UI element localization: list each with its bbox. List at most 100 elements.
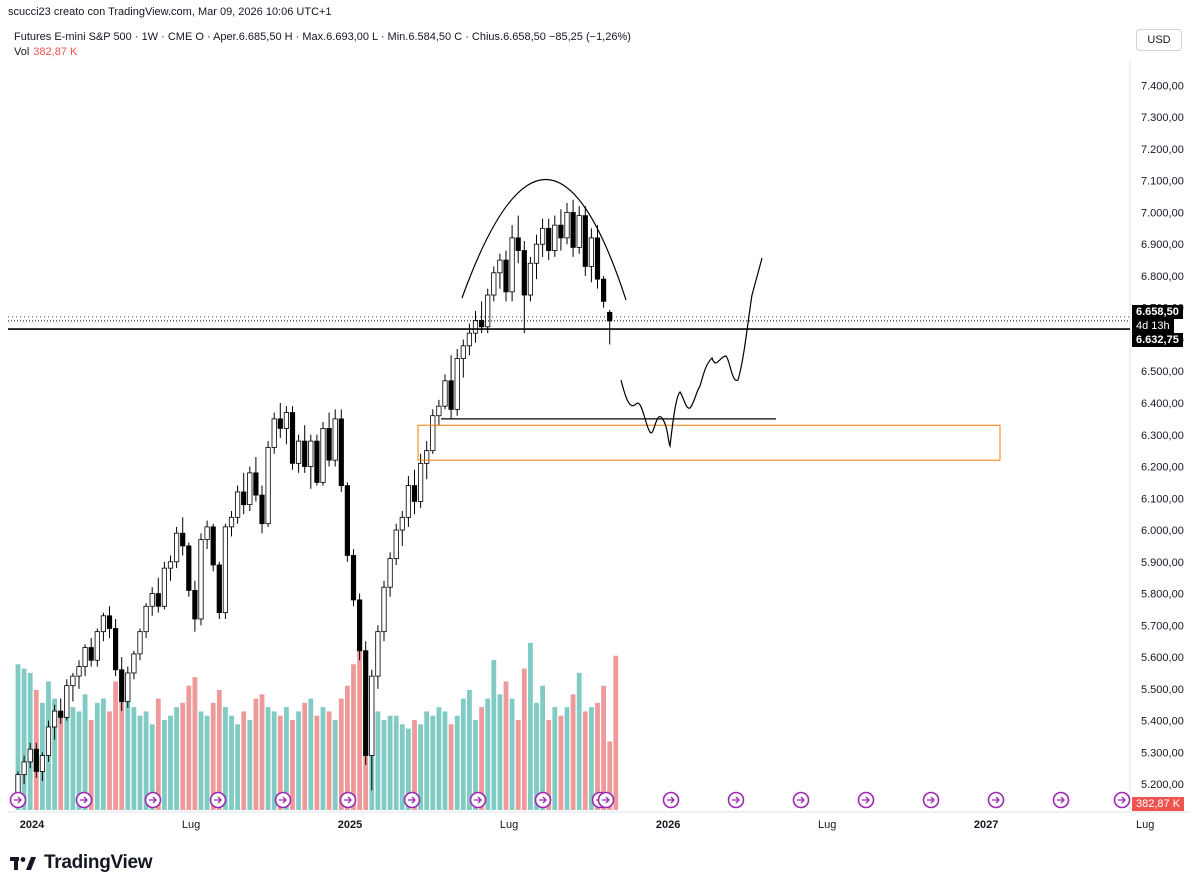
candle-body [582, 215, 588, 267]
volume-bar [375, 711, 381, 810]
candle-body [570, 212, 576, 248]
candle-body [454, 358, 460, 410]
candle-body [588, 237, 595, 267]
candle-body [143, 605, 149, 633]
volume-bar [436, 707, 442, 810]
volume-bar [485, 698, 491, 810]
candle-body [125, 672, 131, 702]
volume-bar [94, 702, 100, 810]
y-tick-label: 5.800,00 [1141, 589, 1184, 601]
candle-body [106, 615, 113, 629]
volume-bar [265, 707, 271, 810]
candle-body [314, 440, 320, 483]
volume-bar [570, 694, 576, 810]
event-arrow-icon [474, 796, 482, 804]
candle-body [64, 685, 70, 718]
currency-button[interactable]: USD [1136, 29, 1182, 51]
volume-bar [216, 690, 222, 810]
candle-body [155, 593, 161, 607]
candle-body [460, 345, 466, 359]
candle-body [113, 628, 119, 671]
event-arrow-icon [14, 796, 22, 804]
candle-body [137, 631, 143, 655]
candle-body [241, 491, 247, 506]
candle-body [607, 311, 613, 322]
candle-body [356, 599, 363, 652]
demand-zone [417, 424, 1001, 461]
y-tick-label: 6.300,00 [1141, 430, 1184, 442]
candle-body [180, 532, 186, 547]
candle-body [552, 224, 558, 251]
candle-body [405, 485, 412, 518]
candle-body [350, 555, 357, 601]
candle-body [271, 418, 277, 448]
volume-bar [338, 698, 344, 810]
event-arrow-icon [1118, 796, 1126, 804]
candle-body [527, 262, 534, 296]
tradingview-logo-icon [10, 857, 36, 870]
last-price-label: 6.658,50 [1136, 306, 1179, 318]
x-tick-label: 2024 [20, 819, 45, 831]
volume-bar [58, 715, 64, 810]
volume-bar [314, 715, 320, 810]
candle-body [192, 589, 198, 620]
volume-bar [393, 715, 399, 810]
volume-bar [302, 702, 308, 810]
candle-body [320, 428, 326, 483]
candle-body [509, 237, 515, 293]
candle-body [491, 272, 497, 296]
countdown-tag: 4d 13h [1132, 319, 1174, 333]
volume-bar [345, 685, 350, 810]
y-tick-label: 6.200,00 [1141, 462, 1184, 474]
volume-bar [101, 698, 106, 810]
candle-body [210, 526, 216, 566]
volume-bar [186, 685, 192, 810]
y-tick-label: 5.200,00 [1141, 779, 1184, 791]
volume-bar [424, 711, 430, 810]
volume-bar [576, 672, 582, 810]
volume-bar [162, 720, 167, 810]
volume-bar [223, 707, 228, 810]
candle-body [131, 653, 137, 674]
volume-bar [284, 707, 289, 810]
y-tick-label: 5.700,00 [1141, 620, 1184, 632]
event-arrow-icon [214, 796, 222, 804]
countdown-label: 4d 13h [1136, 320, 1170, 332]
candle-body [308, 440, 314, 467]
candle-body [369, 675, 375, 756]
candle-body [601, 278, 607, 302]
volume-bar [515, 720, 521, 810]
volume-bar [357, 647, 362, 810]
volume-bar [558, 715, 564, 810]
candle-body [94, 631, 100, 661]
volume-bar [540, 685, 545, 810]
volume-bar [454, 715, 460, 810]
volume-bar [198, 711, 204, 810]
y-tick-label: 6.800,00 [1141, 271, 1184, 283]
y-tick-label: 6.900,00 [1141, 239, 1184, 251]
tradingview-brand: TradingView [44, 852, 153, 873]
volume-bar [137, 715, 143, 810]
volume-value: 382,87 K [33, 46, 78, 58]
volume-bar [52, 698, 57, 810]
candle-body [497, 259, 503, 274]
y-tick-label: 6.100,00 [1141, 493, 1184, 505]
candle-body [88, 647, 94, 661]
volume-bar [192, 677, 198, 810]
y-tick-label: 6.500,00 [1141, 366, 1184, 378]
volume-bar [119, 672, 125, 810]
candle-body [442, 380, 448, 407]
candle-body [58, 710, 64, 718]
y-tick-label: 7.100,00 [1141, 176, 1184, 188]
volume-bar [21, 668, 27, 810]
volume-bar [88, 720, 94, 810]
volume-bar [521, 668, 527, 810]
volume-bar [296, 711, 301, 810]
candle-body [283, 412, 290, 429]
candle-body [204, 526, 210, 540]
volume-bar [509, 698, 515, 810]
candle-body [161, 567, 167, 607]
volume-bar [168, 715, 173, 810]
volume-bar [180, 702, 186, 810]
